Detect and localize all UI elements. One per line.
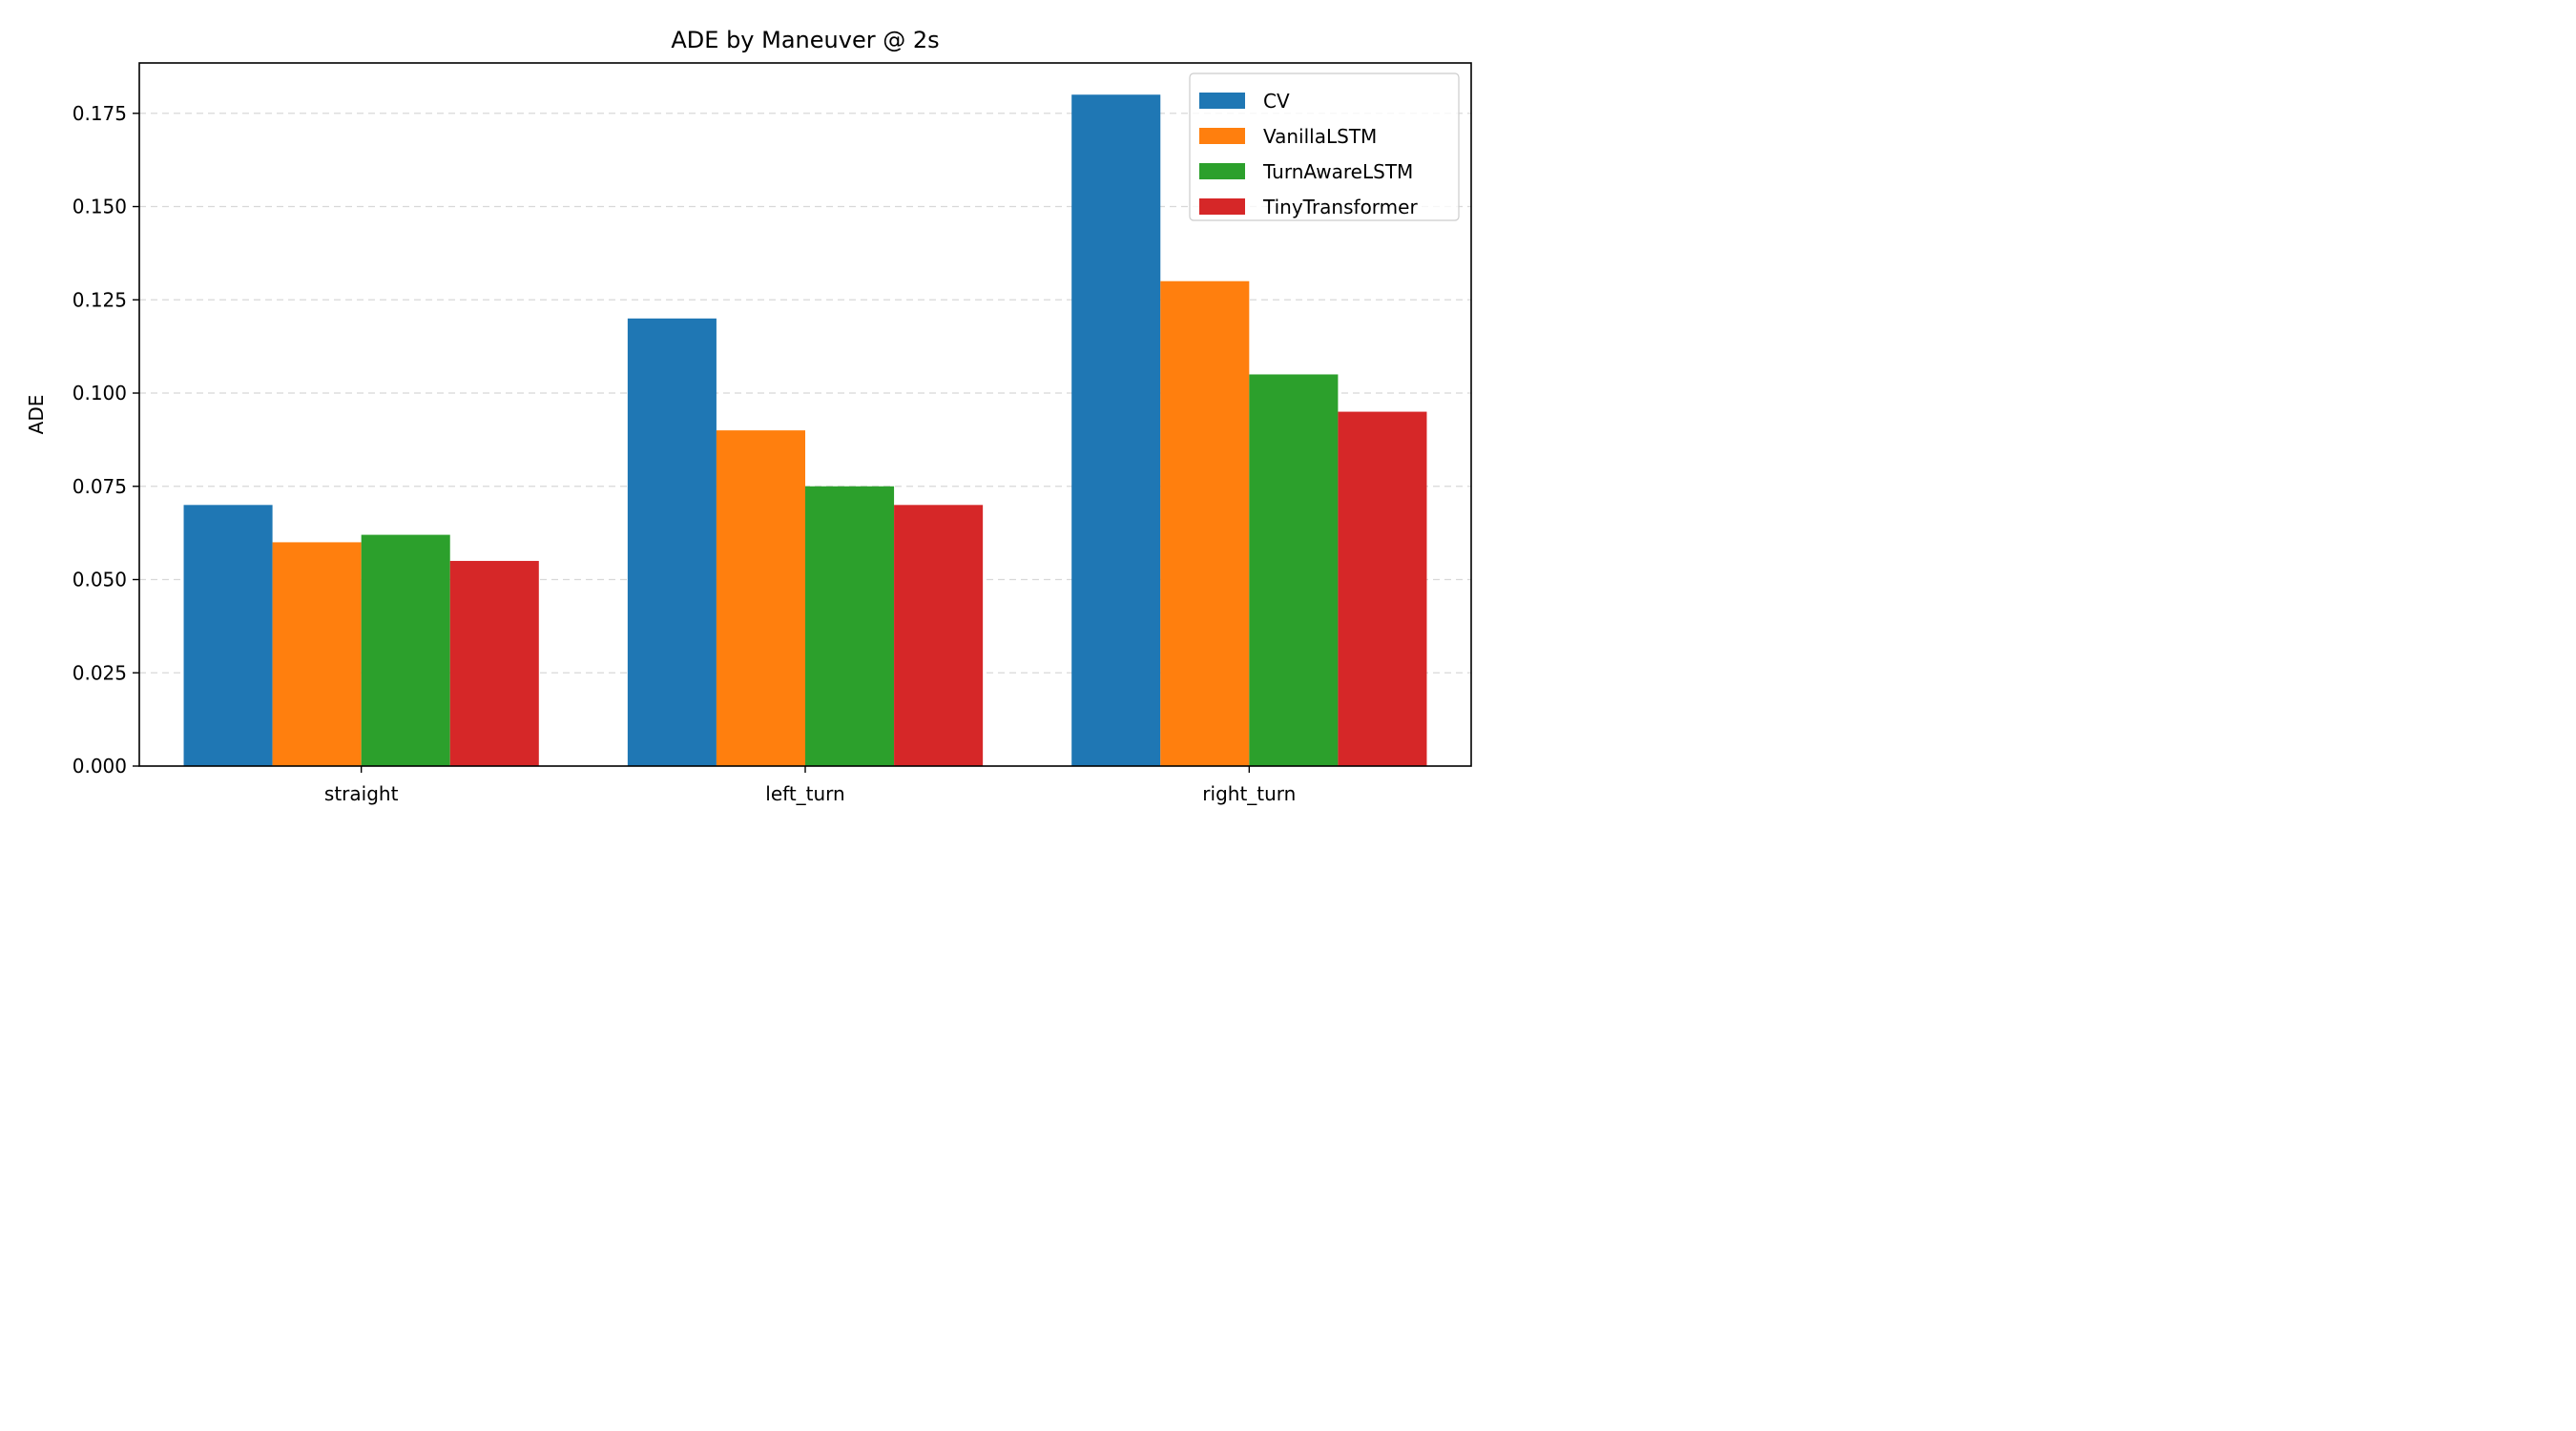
legend-label-TurnAwareLSTM: TurnAwareLSTM xyxy=(1262,160,1413,183)
bar-VanillaLSTM-straight xyxy=(272,542,362,766)
legend-swatch-TurnAwareLSTM xyxy=(1199,163,1245,179)
bar-CV-left_turn xyxy=(627,318,717,766)
y-tick-label: 0.175 xyxy=(73,102,127,125)
y-axis: 0.000 0.025 0.050 0.075 0.100 0.125 0.150 0.175 xyxy=(73,102,139,778)
bar-CV-right_turn xyxy=(1071,94,1161,767)
bar-TinyTransformer-right_turn xyxy=(1338,411,1427,766)
bars-layer xyxy=(183,94,1427,767)
bar-VanillaLSTM-left_turn xyxy=(716,430,805,766)
chart-container: 0.000 0.025 0.050 0.075 0.100 0.125 0.150 0.175… xyxy=(0,0,1488,833)
x-tick-label: right_turn xyxy=(1202,782,1296,805)
bar-VanillaLSTM-right_turn xyxy=(1160,280,1250,766)
chart-title: ADE by Maneuver @ 2s xyxy=(671,27,939,53)
y-axis-label: ADE xyxy=(25,395,48,435)
legend-swatch-VanillaLSTM xyxy=(1199,128,1245,144)
legend-box xyxy=(1189,73,1460,221)
bar-CV-straight xyxy=(183,505,273,766)
bar-TinyTransformer-left_turn xyxy=(894,505,984,766)
bar-chart: 0.000 0.025 0.050 0.075 0.100 0.125 0.150 0.175… xyxy=(0,0,1488,833)
legend-swatch-CV xyxy=(1199,93,1245,109)
y-tick-label: 0.150 xyxy=(73,196,127,218)
bar-TinyTransformer-straight xyxy=(449,560,539,766)
y-tick-label: 0.075 xyxy=(73,475,127,498)
y-tick-label: 0.000 xyxy=(73,755,127,778)
y-tick-label: 0.125 xyxy=(73,288,127,311)
legend-swatch-TinyTransformer xyxy=(1199,198,1245,215)
bar-TurnAwareLSTM-straight xyxy=(361,534,450,766)
y-tick-label: 0.025 xyxy=(73,661,127,684)
legend-label-CV: CV xyxy=(1263,90,1290,113)
x-axis: straight left_turn right_turn xyxy=(324,766,1296,805)
y-tick-label: 0.100 xyxy=(73,382,127,404)
y-tick-label: 0.050 xyxy=(73,569,127,591)
legend-label-VanillaLSTM: VanillaLSTM xyxy=(1263,125,1377,148)
legend: CV VanillaLSTM TurnAwareLSTM TinyTransforme… xyxy=(1189,73,1460,221)
bar-TurnAwareLSTM-left_turn xyxy=(805,486,895,766)
legend-label-TinyTransformer: TinyTransformer xyxy=(1262,196,1418,218)
x-tick-label: left_turn xyxy=(765,782,844,805)
x-tick-label: straight xyxy=(324,782,399,805)
bar-TurnAwareLSTM-right_turn xyxy=(1249,374,1339,766)
